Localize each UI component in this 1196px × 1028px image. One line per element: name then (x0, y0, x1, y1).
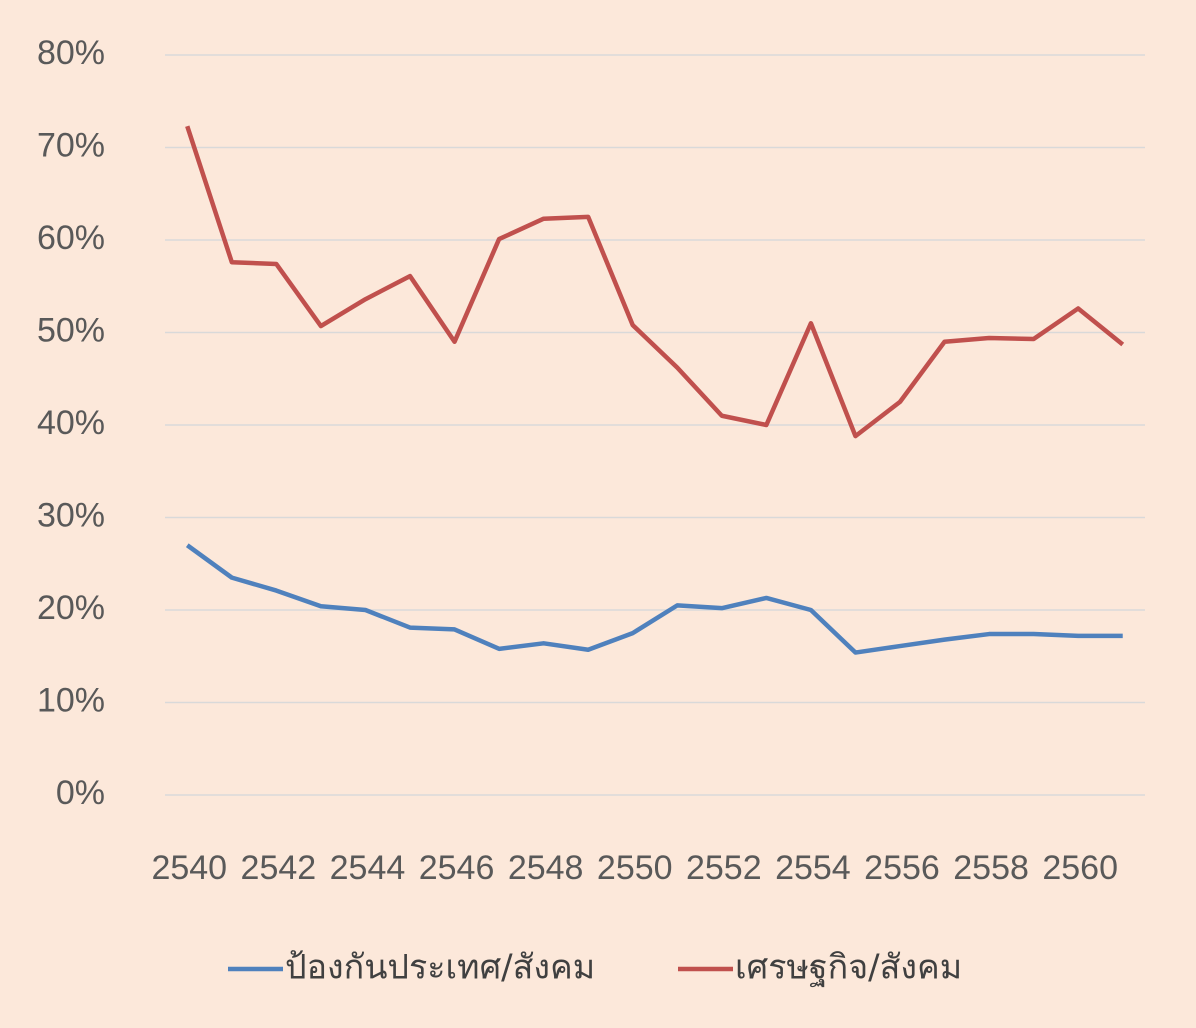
x-tick-label: 2556 (864, 849, 940, 887)
y-tick-label: 80% (37, 34, 105, 72)
legend-label: เศรษฐกิจ/สังคม (735, 948, 962, 988)
x-tick-label: 2550 (597, 849, 673, 887)
y-tick-label: 0% (56, 774, 105, 812)
x-tick-label: 2554 (775, 849, 851, 887)
y-tick-label: 40% (37, 404, 105, 442)
x-tick-label: 2542 (241, 849, 317, 887)
y-tick-label: 60% (37, 219, 105, 257)
x-tick-label: 2552 (686, 849, 762, 887)
y-tick-label: 30% (37, 496, 105, 534)
legend: ป้องกันประเทศ/สังคม เศรษฐกิจ/สังคม (228, 948, 962, 988)
x-tick-label: 2558 (953, 849, 1029, 887)
y-tick-label: 50% (37, 311, 105, 349)
x-tick-label: 2540 (151, 849, 227, 887)
y-tick-label: 20% (37, 589, 105, 627)
legend-label: ป้องกันประเทศ/สังคม (285, 948, 595, 988)
x-tick-label: 2548 (508, 849, 584, 887)
data-line (185, 125, 1125, 439)
y-tick-label: 10% (37, 681, 105, 719)
x-tick-label: 2544 (330, 849, 406, 887)
data-line (185, 543, 1123, 655)
x-tick-label: 2560 (1042, 849, 1118, 887)
y-tick-label: 70% (37, 126, 105, 164)
x-tick-label: 2546 (419, 849, 495, 887)
